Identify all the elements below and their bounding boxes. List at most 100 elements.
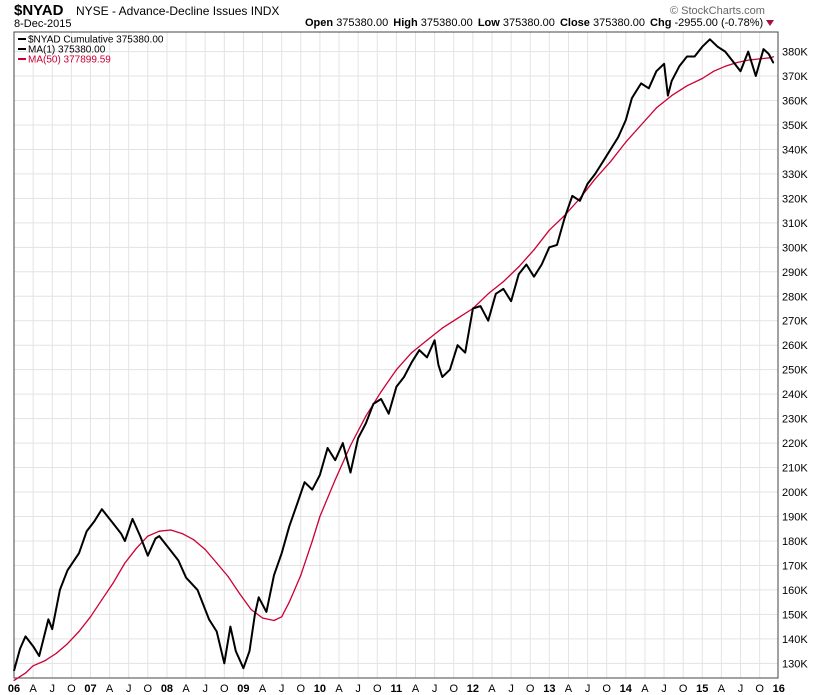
x-tick-label: 13 xyxy=(543,683,555,695)
data-point xyxy=(472,307,474,310)
data-point xyxy=(250,608,252,611)
data-point xyxy=(311,489,313,491)
brand-label: © StockCharts.com xyxy=(670,5,765,17)
data-point xyxy=(349,471,352,474)
x-tick-label: J xyxy=(355,683,361,695)
data-point xyxy=(47,618,50,620)
data-point xyxy=(147,555,149,557)
y-tick-label: 230K xyxy=(782,414,808,426)
data-point xyxy=(487,320,489,322)
y-tick-label: 150K xyxy=(782,609,808,621)
y-tick-label: 270K xyxy=(782,316,808,328)
data-point xyxy=(564,217,566,219)
chg-value: -2955.00 (-0.78%) xyxy=(674,17,764,29)
data-point xyxy=(717,46,719,48)
chg-down-arrow-icon xyxy=(766,20,774,26)
data-point xyxy=(388,413,390,415)
x-tick-label: J xyxy=(279,683,285,695)
y-tick-label: 340K xyxy=(782,144,808,156)
x-tick-label: O xyxy=(144,683,153,695)
data-point xyxy=(768,53,770,55)
data-point xyxy=(594,178,596,180)
data-point xyxy=(229,626,231,628)
y-tick-label: 360K xyxy=(782,96,808,108)
open-label: Open xyxy=(305,17,334,29)
data-point xyxy=(437,364,439,366)
y-tick-label: 210K xyxy=(782,463,808,475)
data-point xyxy=(678,65,680,67)
data-point xyxy=(185,577,187,579)
data-point xyxy=(525,263,528,266)
chart-header: $NYAD NYSE - Advance-Decline Issues INDX… xyxy=(0,0,820,32)
data-point xyxy=(334,479,336,481)
x-tick-label: O xyxy=(602,683,611,695)
data-point xyxy=(55,652,57,655)
data-point xyxy=(548,246,550,248)
data-point xyxy=(124,540,126,542)
open-value: 375380.00 xyxy=(336,17,389,29)
data-point xyxy=(739,70,742,72)
data-point xyxy=(365,422,367,425)
data-point xyxy=(372,403,374,405)
data-point xyxy=(724,51,726,53)
data-point xyxy=(24,635,27,638)
data-point xyxy=(158,535,160,537)
data-point xyxy=(518,266,520,268)
data-point xyxy=(273,619,275,622)
data-point xyxy=(713,70,715,72)
data-point xyxy=(426,339,428,341)
data-point xyxy=(724,65,726,67)
x-tick-label: 15 xyxy=(696,683,708,695)
data-point xyxy=(701,46,703,48)
data-point xyxy=(762,48,765,50)
data-point xyxy=(204,548,206,551)
x-tick-label: A xyxy=(182,683,190,695)
data-point xyxy=(686,55,688,58)
series-line xyxy=(13,56,774,681)
data-point xyxy=(464,352,466,354)
data-point xyxy=(32,665,34,667)
data-point xyxy=(380,391,382,393)
data-point xyxy=(24,672,27,674)
data-point xyxy=(158,530,160,532)
data-point xyxy=(154,537,157,540)
data-point xyxy=(772,56,775,58)
data-point xyxy=(441,376,443,378)
x-tick-label: J xyxy=(126,683,132,695)
y-axis: 130K 140K 150K 160K 170K 180K 190K 200K 210K 220K… xyxy=(782,47,808,671)
y-tick-label: 240K xyxy=(782,389,808,401)
data-point xyxy=(625,119,627,121)
low-value: 375380.00 xyxy=(502,17,555,29)
data-point xyxy=(479,305,482,307)
y-tick-label: 300K xyxy=(782,242,808,254)
data-point xyxy=(502,288,504,290)
data-point xyxy=(736,62,738,64)
data-point xyxy=(59,589,61,591)
data-point xyxy=(66,569,69,571)
data-point xyxy=(411,352,413,354)
y-tick-label: 250K xyxy=(782,365,808,377)
data-point xyxy=(193,539,195,541)
data-point xyxy=(541,263,543,266)
x-tick-label: J xyxy=(432,683,438,695)
x-tick-label: A xyxy=(718,683,726,695)
data-point xyxy=(395,386,397,388)
data-point xyxy=(663,63,665,65)
data-point xyxy=(334,459,336,461)
data-point xyxy=(13,670,15,672)
data-point xyxy=(755,75,757,77)
data-point xyxy=(495,293,497,295)
x-tick-label: A xyxy=(106,683,114,695)
high-label: High xyxy=(393,17,418,29)
data-point xyxy=(449,369,451,371)
data-point xyxy=(533,249,535,251)
data-point xyxy=(518,273,520,275)
y-tick-label: 180K xyxy=(782,536,808,548)
data-point xyxy=(281,616,283,618)
symbol-label: $NYAD xyxy=(14,2,64,19)
x-tick-label: O xyxy=(679,683,688,695)
data-point xyxy=(208,618,210,620)
x-tick-label: A xyxy=(412,683,420,695)
data-point xyxy=(38,655,40,657)
data-point xyxy=(239,593,241,595)
